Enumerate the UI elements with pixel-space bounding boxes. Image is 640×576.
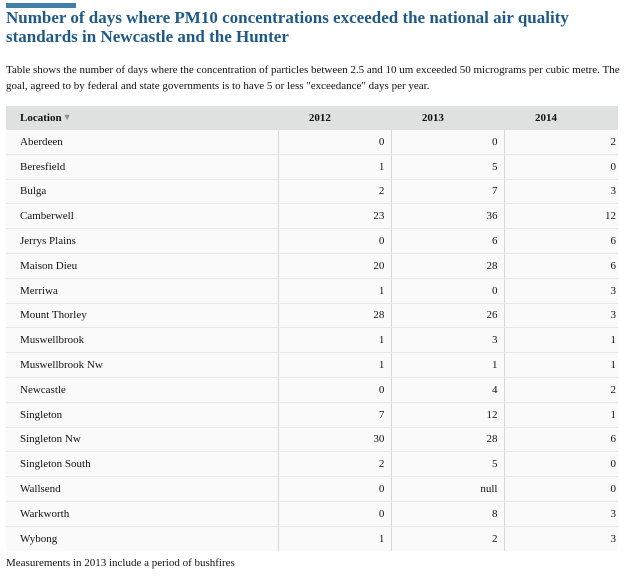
column-header-2014[interactable]: 2014 [504,106,618,130]
table-row: Singleton Nw 30 28 6 [6,427,618,453]
location-cell: Beresfield [6,154,280,180]
table-row: Muswellbrook Nw 1 1 1 [6,352,618,378]
table-row: Warkworth 0 8 3 [6,501,618,527]
table-row: Singleton 7 12 1 [6,402,618,428]
value-cell-2012: 30 [278,427,393,453]
value-cell-2012: 0 [278,377,393,403]
value-cell-2012: 2 [278,451,393,478]
table-description: Table shows the number of days where the… [6,64,620,92]
sort-descending-icon[interactable]: ▼ [62,112,72,122]
value-cell-2014: 2 [504,377,618,403]
column-header-2012[interactable]: 2012 [278,106,392,130]
value-cell-2012: 1 [278,278,393,304]
data-table: Location▼ 2012 2013 2014 Aberdeen 0 0 2 Bere… [6,106,618,551]
location-cell: Singleton [6,402,280,428]
column-header-2013[interactable]: 2013 [391,106,505,130]
table-row: Jerrys Plains 0 6 6 [6,228,618,254]
value-cell-2013: 1 [391,352,506,378]
table-row: Singleton South 2 5 0 [6,451,618,478]
page-title: Number of days where PM10 concentrations… [6,8,569,46]
table-row: Merriwa 1 0 3 [6,278,618,304]
value-cell-2014: 12 [504,203,618,230]
value-cell-2013: 4 [391,377,506,403]
value-cell-2014: 1 [504,327,618,354]
value-cell-2012: 20 [278,253,393,279]
value-cell-2013: 28 [391,253,506,279]
table-row: Maison Dieu 20 28 6 [6,253,618,279]
value-cell-2013: 8 [391,501,506,527]
value-cell-2014: 0 [504,154,618,180]
table-row: Aberdeen 0 0 2 [6,130,618,155]
value-cell-2014: 3 [504,303,618,329]
value-cell-2014: 1 [504,352,618,378]
value-cell-2013: null [391,476,506,502]
value-cell-2012: 1 [278,352,393,378]
location-cell: Wybong [6,526,280,551]
location-cell: Wallsend [6,476,280,502]
value-cell-2013: 0 [391,130,506,155]
value-cell-2012: 0 [278,476,393,502]
footnote: Measurements in 2013 include a period of… [6,557,235,569]
value-cell-2014: 3 [504,179,618,205]
location-cell: Aberdeen [6,130,280,155]
value-cell-2013: 7 [391,179,506,205]
value-cell-2013: 26 [391,303,506,329]
table-row: Wybong 1 2 3 [6,526,618,551]
table-row: Bulga 2 7 3 [6,179,618,205]
value-cell-2014: 6 [504,228,618,254]
value-cell-2013: 28 [391,427,506,453]
value-cell-2014: 6 [504,253,618,279]
value-cell-2014: 1 [504,402,618,428]
value-cell-2014: 0 [504,451,618,478]
location-cell: Camberwell [6,203,280,230]
value-cell-2012: 28 [278,303,393,329]
table-header-row: Location▼ 2012 2013 2014 [6,106,618,130]
location-cell: Muswellbrook [6,327,280,354]
table-row: Wallsend 0 null 0 [6,476,618,502]
value-cell-2012: 1 [278,526,393,551]
table-row: Beresfield 1 5 0 [6,154,618,180]
table-row: Mount Thorley 28 26 3 [6,303,618,329]
value-cell-2014: 3 [504,501,618,527]
value-cell-2013: 36 [391,203,506,230]
value-cell-2014: 2 [504,130,618,155]
location-cell: Maison Dieu [6,253,280,279]
location-cell: Mount Thorley [6,303,280,329]
data-table-container: Location▼ 2012 2013 2014 Aberdeen 0 0 2 Bere… [6,106,618,551]
value-cell-2013: 12 [391,402,506,428]
value-cell-2012: 0 [278,228,393,254]
title-accent-bar [6,3,76,8]
table-row: Muswellbrook 1 3 1 [6,327,618,354]
value-cell-2012: 1 [278,154,393,180]
value-cell-2012: 1 [278,327,393,354]
value-cell-2012: 7 [278,402,393,428]
table-row: Camberwell 23 36 12 [6,203,618,230]
value-cell-2013: 5 [391,451,506,478]
value-cell-2013: 2 [391,526,506,551]
location-cell: Bulga [6,179,280,205]
location-cell: Singleton Nw [6,427,280,453]
location-cell: Muswellbrook Nw [6,352,280,378]
value-cell-2013: 5 [391,154,506,180]
value-cell-2012: 0 [278,501,393,527]
value-cell-2014: 6 [504,427,618,453]
location-cell: Newcastle [6,377,280,403]
value-cell-2014: 3 [504,278,618,304]
location-cell: Warkworth [6,501,280,527]
value-cell-2013: 0 [391,278,506,304]
value-cell-2012: 0 [278,130,393,155]
column-header-location[interactable]: Location▼ [6,106,279,130]
value-cell-2012: 2 [278,179,393,205]
table-row: Newcastle 0 4 2 [6,377,618,403]
location-cell: Singleton South [6,451,280,478]
value-cell-2014: 0 [504,476,618,502]
value-cell-2012: 23 [278,203,393,230]
value-cell-2013: 3 [391,327,506,354]
location-cell: Merriwa [6,278,280,304]
table-body: Aberdeen 0 0 2 Beresfield 1 5 0 Bulga 2 7 3 Camberwe… [6,130,618,551]
value-cell-2014: 3 [610,532,617,545]
location-cell: Jerrys Plains [6,228,280,254]
value-cell-2013: 6 [391,228,506,254]
